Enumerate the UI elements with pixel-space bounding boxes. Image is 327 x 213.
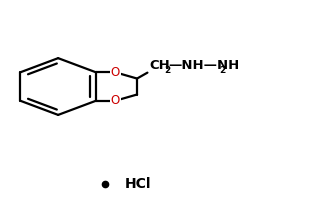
Text: HCl: HCl [125,177,151,191]
Text: O: O [111,94,120,107]
Text: O: O [111,66,120,79]
Text: CH: CH [149,59,170,72]
Text: 2: 2 [164,66,171,75]
Text: 2: 2 [220,66,226,75]
Text: —NH—NH: —NH—NH [168,59,240,72]
